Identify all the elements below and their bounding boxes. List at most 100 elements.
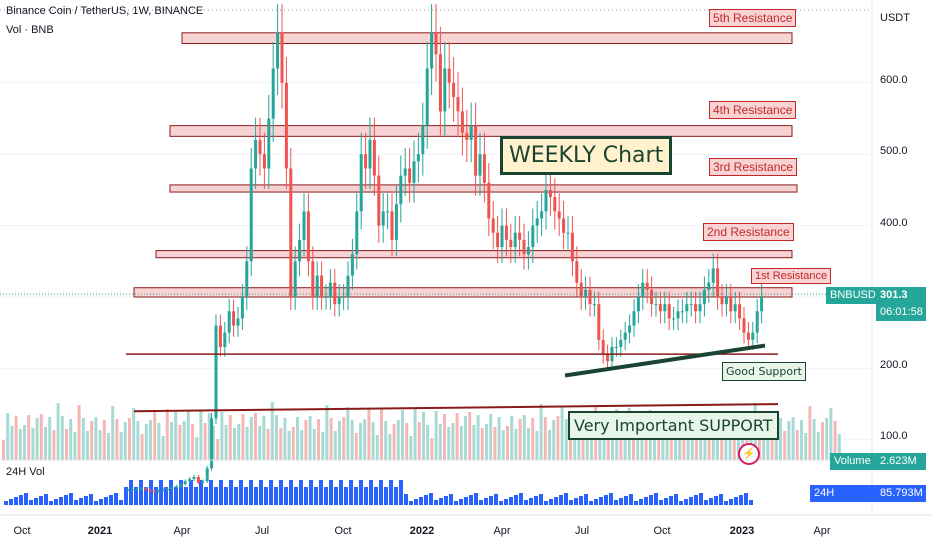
h24-volume-bar [209,480,213,505]
volume-bar [73,432,77,460]
h24-volume-bar [534,496,538,505]
volume-bar [623,435,627,460]
h24-volume-bar [724,501,728,505]
candle-body [672,318,676,320]
candle-body [579,282,583,297]
volume-bar [791,417,795,460]
volume-legend[interactable]: Vol · BNB [6,24,54,36]
volume-bar [10,426,14,460]
candle-body [566,232,570,234]
volume-bar [585,421,589,460]
volume-bar [363,419,367,460]
volume-bar [249,417,253,460]
volume-bar [413,409,417,460]
volume-bar [384,421,388,460]
candle-body [377,175,381,226]
volume-bar [359,423,362,460]
volume-bar [401,410,404,460]
h24-volume-bar [494,494,498,505]
h24-volume-bar [564,493,568,505]
candle-body [293,261,297,297]
volume-bar [182,421,186,460]
candle-body [702,289,706,305]
volume-bar [472,425,476,460]
volume-bar [317,419,320,460]
candle-body [355,211,359,255]
volume-bar [165,409,169,460]
symbol-legend[interactable]: Binance Coin / TetherUS, 1W, BINANCE [6,5,204,17]
candle-body [328,282,332,297]
volume-bar [825,418,829,460]
candle-body [438,54,442,112]
volume-bar [665,422,669,460]
h24-volume-tag-value: 85.793M [876,485,926,502]
h24-volume-bar [429,493,433,505]
candle-body [698,304,702,312]
candle-body [430,32,434,69]
h24-volume-bar [509,497,513,505]
volume-bar [375,435,379,460]
volume-bar [354,433,358,460]
good-support-note: Good Support [722,362,806,381]
candle-body [192,476,196,480]
h24-volume-bar [409,501,413,505]
h24-volume-bar [719,494,723,505]
volume-bar [833,421,837,460]
candle-body [553,197,557,212]
volume-bar [119,432,123,460]
h24-volume-bar [89,494,93,505]
candle-body [174,486,178,488]
volume-bar [178,425,182,460]
volume-bar [170,422,173,460]
volume-bar [422,412,425,460]
symbol-tag: BNBUSDT [826,287,883,304]
volume-bar [800,420,803,460]
candle-body [443,68,447,112]
volume-bar [405,423,409,460]
h24-volume-bar [499,501,503,505]
volume-bar [816,432,820,460]
h24-volume-bar [614,500,618,505]
h24-volume-legend[interactable]: 24H Vol [6,466,45,478]
volume-tag-value: 2.623M [876,453,926,470]
time-tick: Oct [334,525,352,537]
h24-volume-bar [14,497,18,505]
h24-volume-bar [289,480,293,505]
h24-volume-bar [644,497,648,505]
price-axis-unit: USDT [880,12,910,24]
h24-volume-bar [364,487,368,505]
lightning-icon[interactable]: ⚡ [738,443,760,465]
candle-body [205,468,209,482]
h24-volume-bar [204,487,208,505]
candle-body [130,489,134,491]
candle-body [738,304,742,319]
h24-volume-bar [64,495,68,505]
h24-volume-bar [79,498,83,505]
h24-volume-bar [374,487,378,505]
volume-bar [140,434,144,460]
volume-bar [94,417,98,460]
volume-bar [287,431,291,460]
volume-bar [56,403,60,460]
resistance-zone [181,32,793,45]
h24-volume-bar [139,480,143,505]
volume-bar [678,438,682,460]
h24-volume-bar [459,499,463,505]
resistance-5-label: 5th Resistance [709,9,797,27]
volume-bars [2,402,841,460]
volume-bar [644,437,648,460]
volume-bar [392,424,396,460]
volume-bar [270,402,274,460]
volume-bar [388,434,392,460]
volume-bar [829,408,833,460]
candle-body [535,218,539,226]
volume-bar [157,423,161,460]
h24-volume-bar [119,500,123,505]
volume-bar [144,424,148,460]
h24-volume-bar [49,501,53,505]
h24-volume-bar [679,501,683,505]
volume-bar [632,421,635,460]
h24-volume-bar [134,487,138,505]
volume-bar [325,405,329,460]
h24-volume-bar [619,498,623,505]
